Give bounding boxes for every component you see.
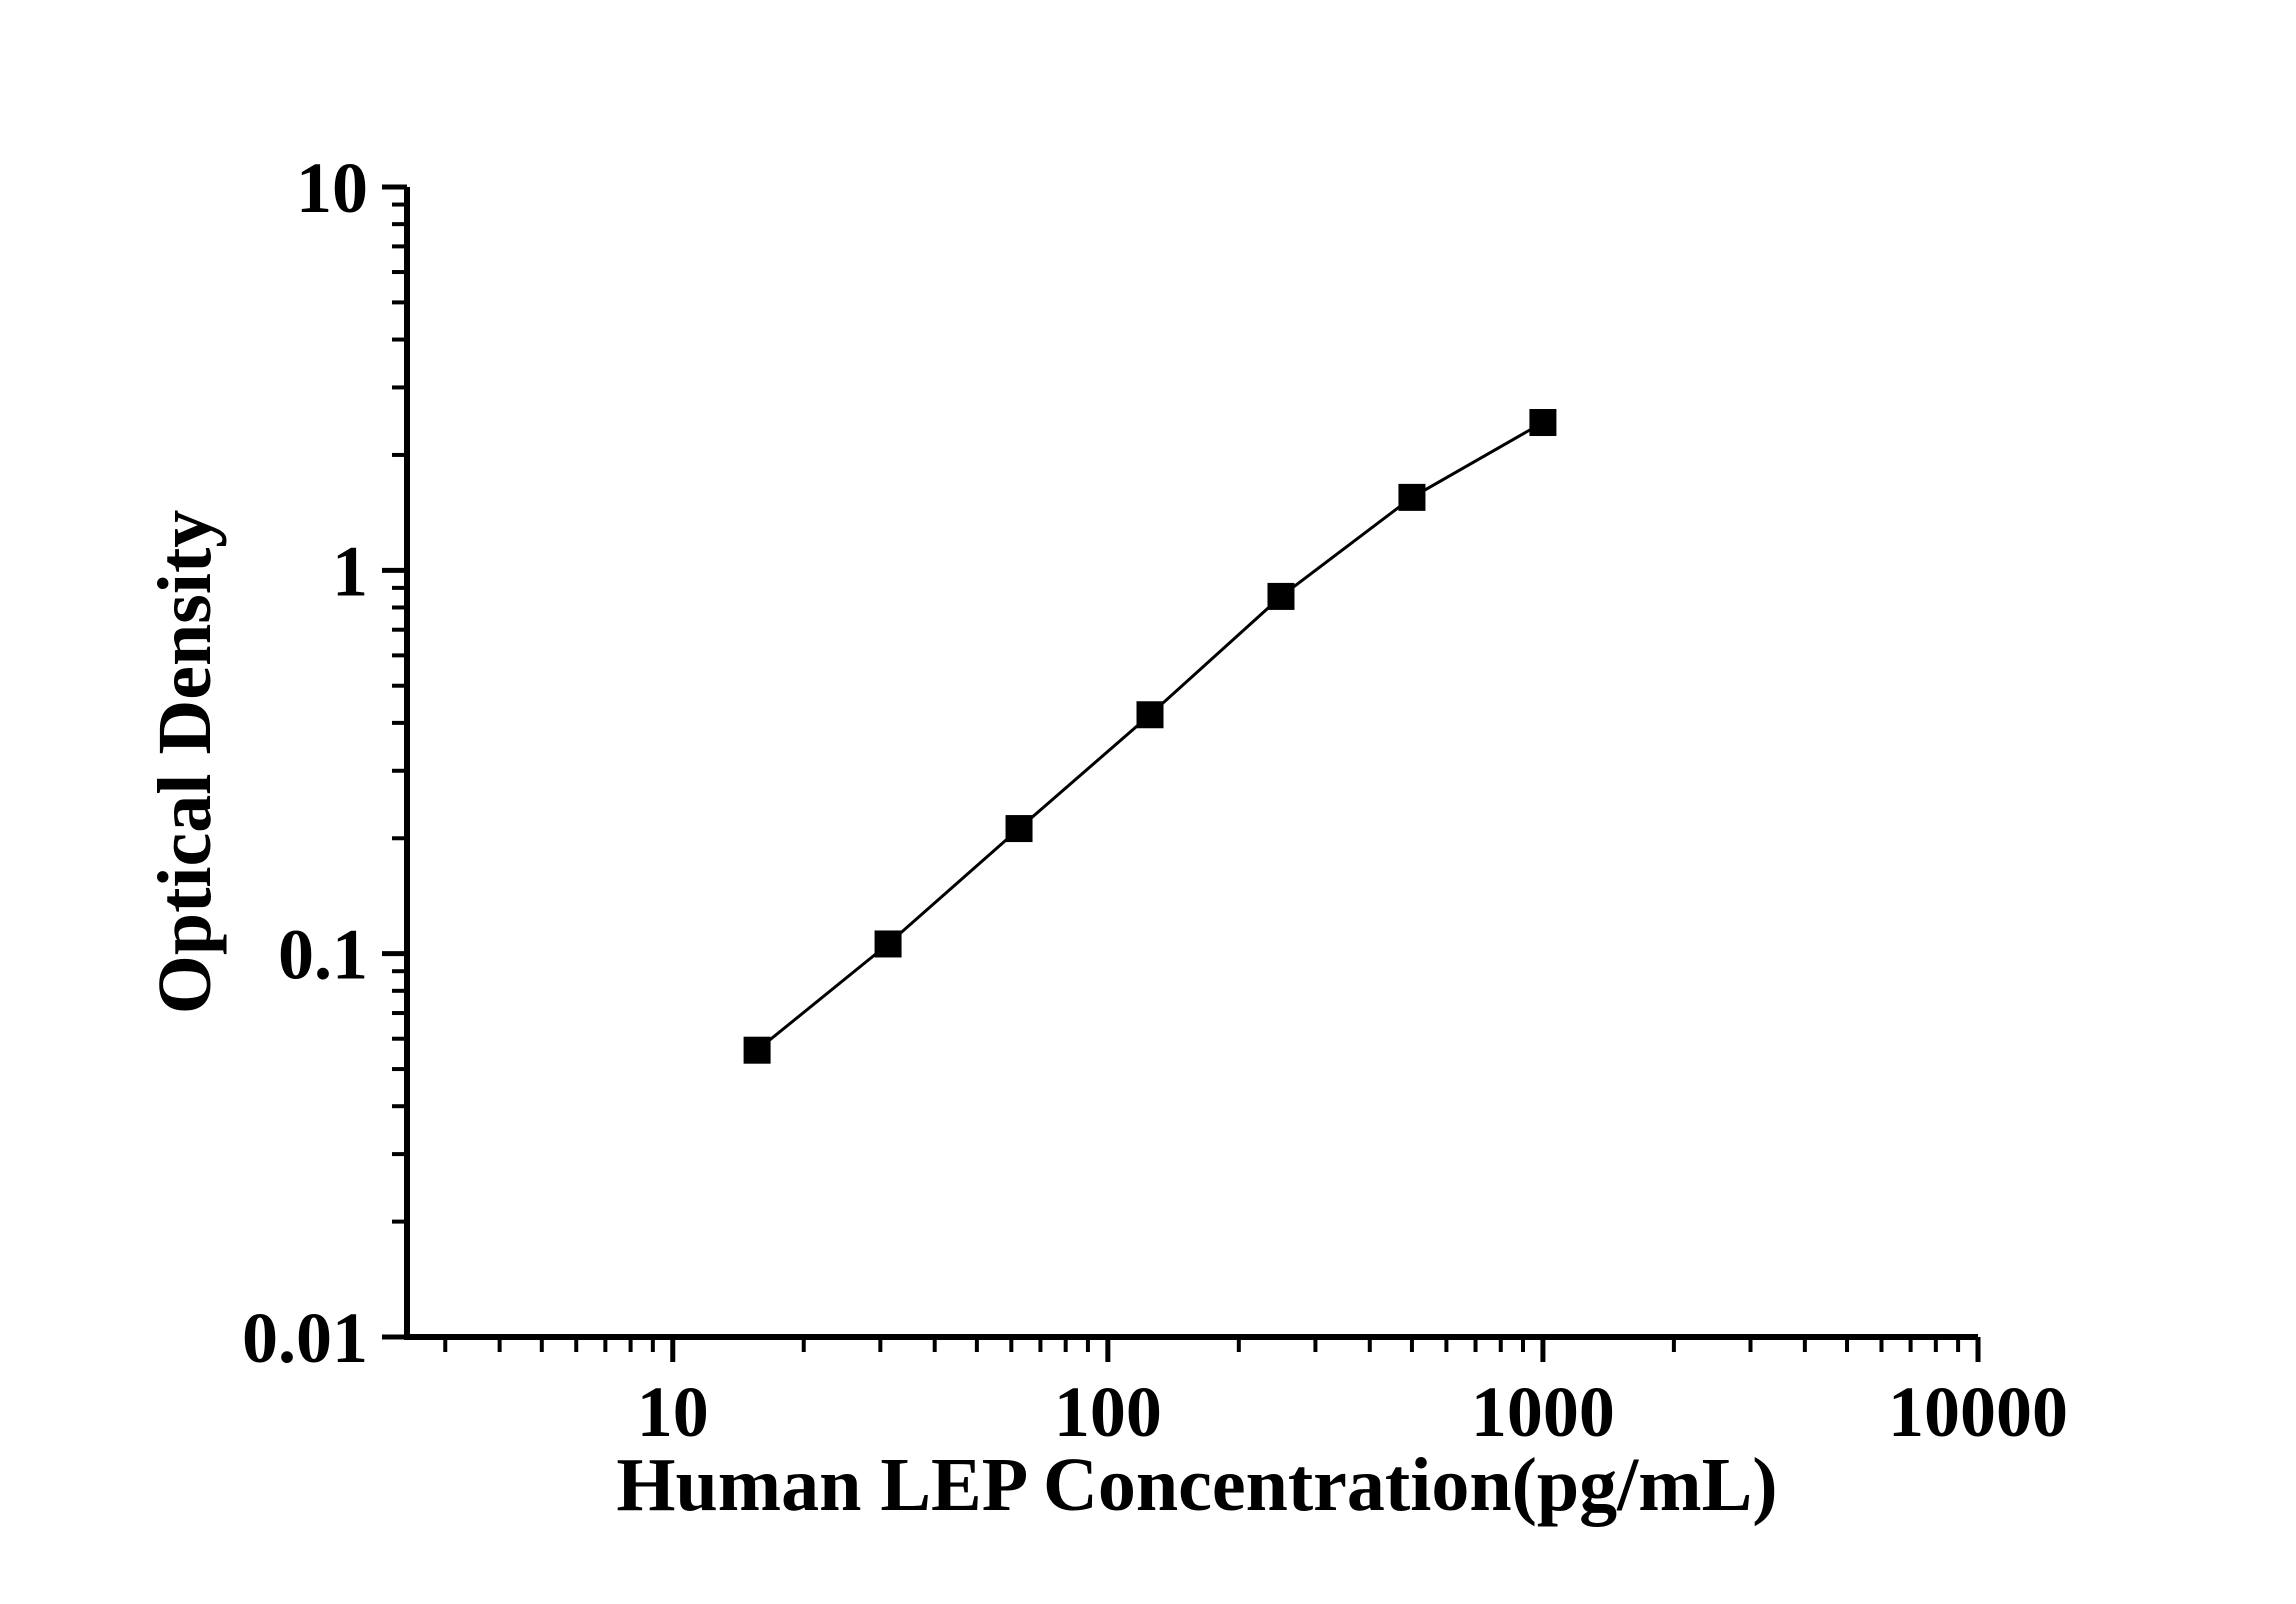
data-point-marker xyxy=(743,1036,771,1064)
x-axis-tick-label: 10 xyxy=(637,1372,709,1452)
x-axis-title: Human LEP Concentration(pg/mL) xyxy=(616,1443,1777,1527)
data-point-marker xyxy=(1005,815,1033,843)
axis-ticks xyxy=(382,184,1981,1362)
data-point-marker xyxy=(1529,409,1557,437)
data-point-marker xyxy=(1136,701,1164,729)
data-point-marker xyxy=(874,930,902,958)
y-axis-tick-label: 1 xyxy=(332,531,368,611)
axes xyxy=(404,187,1978,1340)
axis-tick-labels: 10 100 1000 10000 0.01 0.1 1 10 xyxy=(242,148,2068,1452)
data-point-marker xyxy=(1267,582,1295,610)
y-axis-title: Optical Density xyxy=(143,510,227,1015)
y-axis-tick-label: 10 xyxy=(296,148,368,228)
data-series xyxy=(743,409,1557,1064)
x-axis-tick-label: 10000 xyxy=(1888,1372,2068,1452)
x-axis-tick-label: 1000 xyxy=(1471,1372,1615,1452)
y-axis-tick-label: 0.1 xyxy=(278,915,368,995)
y-axis-tick-label: 0.01 xyxy=(242,1298,368,1378)
x-axis-tick-label: 100 xyxy=(1054,1372,1162,1452)
data-point-marker xyxy=(1398,483,1426,511)
